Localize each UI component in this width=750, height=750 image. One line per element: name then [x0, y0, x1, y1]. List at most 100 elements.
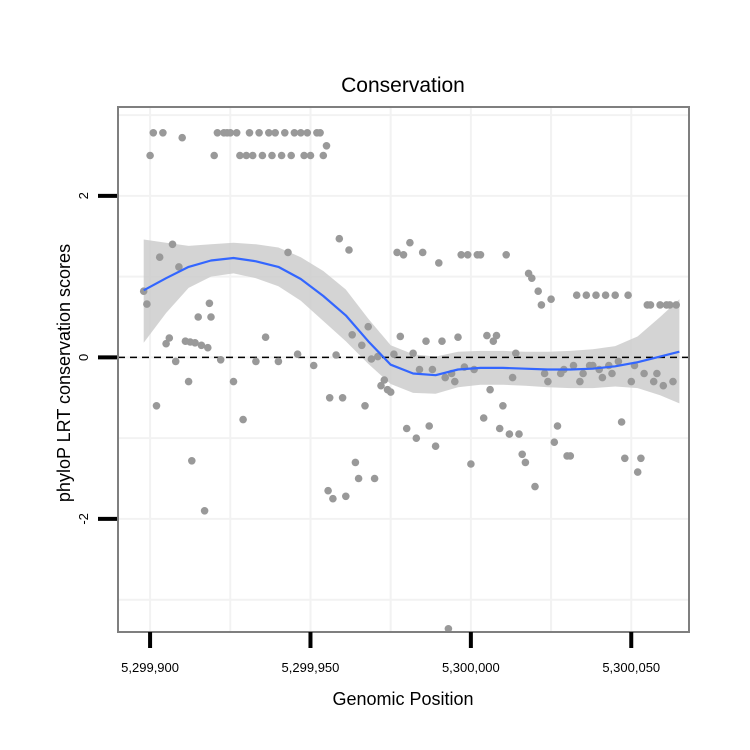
data-point	[592, 291, 600, 300]
data-point	[265, 129, 273, 137]
data-point	[479, 414, 488, 422]
chart-title: Conservation	[341, 74, 465, 97]
data-point	[175, 263, 183, 271]
data-point	[431, 442, 440, 451]
data-point	[486, 385, 494, 394]
data-point	[351, 458, 360, 467]
data-point	[197, 341, 206, 350]
data-point	[569, 361, 578, 370]
data-point	[200, 507, 209, 515]
data-point	[627, 377, 636, 386]
y-axis-label: phyloP LRT conservation scores	[54, 244, 74, 502]
data-point	[242, 151, 251, 160]
data-point	[476, 251, 485, 259]
data-point	[159, 129, 167, 137]
data-point	[672, 301, 680, 309]
data-point	[306, 151, 315, 160]
data-point	[454, 333, 462, 342]
data-point	[229, 377, 238, 386]
data-point	[489, 337, 498, 346]
data-point	[540, 369, 549, 378]
data-point	[184, 377, 193, 386]
data-point	[528, 274, 536, 283]
data-point	[390, 350, 398, 359]
x-tick-label: 5,300,000	[442, 660, 500, 675]
data-point	[402, 424, 411, 433]
data-point	[646, 301, 655, 309]
y-tick-label: 2	[76, 192, 91, 199]
data-point	[611, 291, 619, 300]
data-point	[143, 300, 151, 308]
data-point	[621, 454, 629, 463]
data-point	[409, 349, 417, 358]
data-point	[188, 457, 196, 465]
data-point	[553, 422, 562, 430]
data-point	[149, 129, 158, 137]
data-point	[649, 377, 658, 386]
data-point	[537, 301, 546, 309]
data-point	[444, 625, 453, 633]
data-point	[518, 450, 526, 459]
data-point	[213, 129, 222, 137]
data-point	[425, 422, 434, 430]
data-point	[367, 355, 376, 363]
data-point	[422, 337, 430, 346]
data-point	[277, 151, 286, 160]
data-point	[171, 357, 180, 366]
data-point	[483, 331, 491, 340]
data-point	[457, 251, 466, 259]
data-point	[550, 438, 559, 447]
data-point	[322, 142, 331, 150]
smooth-line	[143, 256, 680, 377]
data-point	[329, 494, 337, 503]
data-point	[608, 369, 616, 378]
data-point	[598, 373, 607, 382]
data-point	[576, 377, 584, 386]
data-point	[309, 361, 318, 370]
data-point	[467, 460, 475, 468]
data-point	[335, 234, 344, 243]
scatter-points	[139, 129, 680, 633]
data-point	[354, 474, 363, 483]
data-point	[226, 129, 235, 137]
data-point	[252, 357, 260, 366]
data-point	[653, 369, 661, 378]
x-tick-label: 5,299,950	[282, 660, 340, 675]
data-point	[348, 331, 357, 339]
panel-border	[117, 106, 690, 633]
data-point	[338, 394, 347, 402]
data-point	[297, 129, 305, 137]
data-point	[258, 151, 267, 160]
data-point	[271, 129, 280, 137]
data-point	[324, 486, 332, 495]
data-point	[303, 129, 312, 137]
data-point	[495, 424, 504, 433]
data-point	[633, 468, 642, 476]
x-axis: 5,299,900 5,299,950 5,300,000 5,300,050	[121, 632, 660, 675]
data-point	[152, 402, 161, 410]
data-point	[441, 373, 450, 382]
data-point	[342, 492, 350, 501]
data-point	[236, 151, 244, 160]
data-point	[255, 129, 263, 137]
data-point	[582, 291, 591, 300]
data-point	[601, 291, 610, 300]
x-tick-label: 5,299,900	[121, 660, 179, 675]
data-point	[547, 295, 555, 304]
data-point	[386, 388, 395, 396]
data-point	[165, 334, 174, 342]
y-tick-label: -2	[76, 513, 91, 525]
data-point	[505, 430, 514, 438]
data-point	[178, 133, 186, 142]
data-point	[502, 251, 511, 259]
data-point	[572, 291, 581, 300]
data-point	[300, 151, 308, 160]
data-point	[287, 151, 296, 160]
data-point	[268, 151, 276, 160]
data-point	[435, 259, 443, 267]
data-point	[284, 248, 292, 257]
data-point	[345, 246, 353, 254]
data-point	[239, 415, 247, 424]
smooth-line-layer	[143, 256, 680, 377]
